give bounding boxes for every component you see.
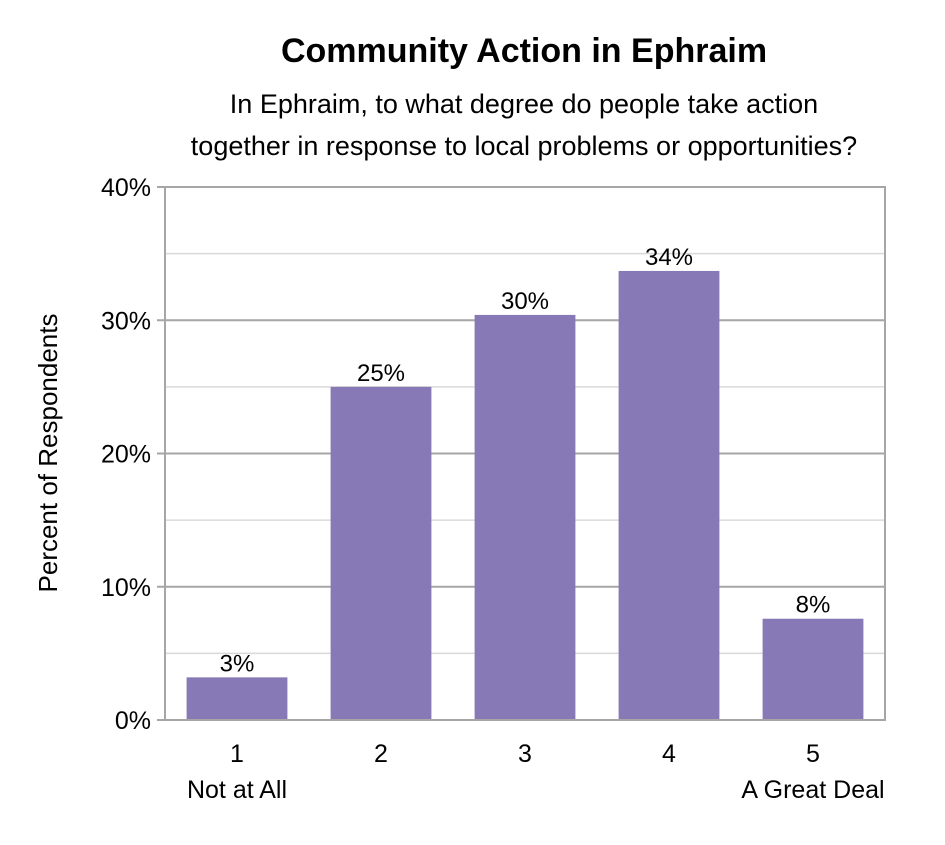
data-label: 30% xyxy=(501,288,549,315)
plot-frame xyxy=(164,186,886,721)
bar xyxy=(618,270,720,720)
x-tick-label: 5 xyxy=(806,740,820,768)
bar xyxy=(762,618,864,720)
x-tick-label: 2 xyxy=(374,740,388,768)
chart-subtitle-line-1: In Ephraim, to what degree do people tak… xyxy=(230,89,818,119)
x-tick-sublabel: Not at All xyxy=(187,776,287,804)
chart-title: Community Action in Ephraim xyxy=(281,32,767,70)
data-label: 34% xyxy=(645,244,693,271)
axes: 0% 10% 20% 30% 40% 1 Not at All 2 3 4 5 A Great Dea… xyxy=(101,174,886,804)
bars: 3% 25% 30% 34% 8% xyxy=(186,244,864,720)
x-tick-label: 1 xyxy=(230,740,244,768)
y-tick-label: 20% xyxy=(101,441,151,469)
x-tick-label: 4 xyxy=(662,740,676,768)
bar xyxy=(330,386,432,720)
y-tick-label: 30% xyxy=(101,307,151,335)
data-label: 25% xyxy=(357,360,405,387)
chart-subtitle-line-2: together in response to local problems o… xyxy=(191,131,857,161)
bar xyxy=(474,314,576,720)
y-tick-label: 0% xyxy=(115,707,151,735)
y-tick-label: 40% xyxy=(101,174,151,202)
y-tick-label: 10% xyxy=(101,574,151,602)
data-label: 3% xyxy=(220,650,255,677)
data-label: 8% xyxy=(796,592,831,619)
x-tick-label: 3 xyxy=(518,740,532,768)
x-tick-sublabel: A Great Deal xyxy=(741,776,884,804)
bar xyxy=(186,677,288,720)
y-axis-label: Percent of Respondents xyxy=(33,314,63,593)
